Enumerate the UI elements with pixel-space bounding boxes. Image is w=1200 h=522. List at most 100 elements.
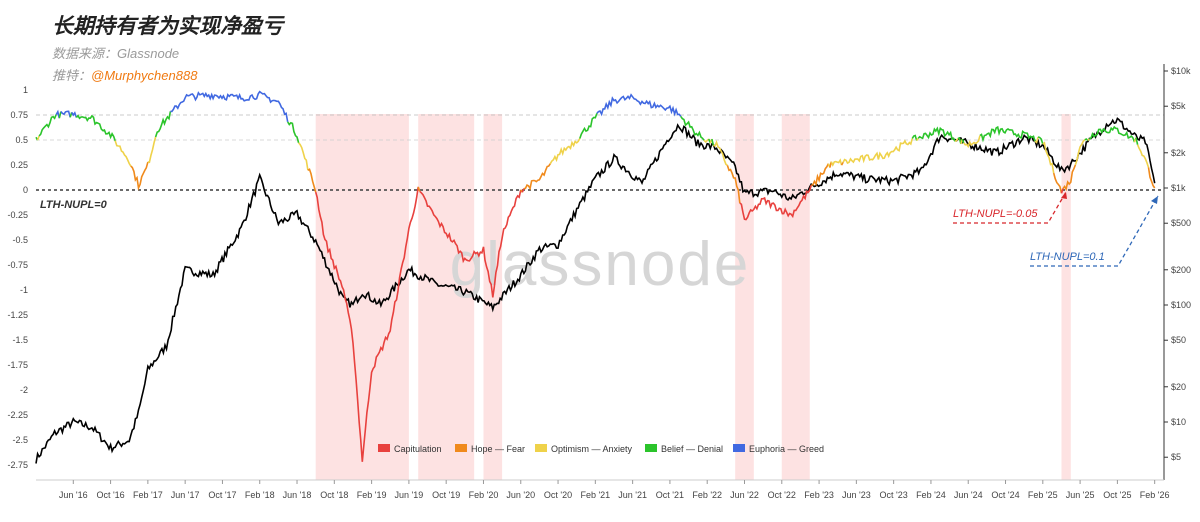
nupl-line-segment — [739, 184, 813, 221]
y-left-tick-label: -0.25 — [7, 210, 28, 220]
nupl-line-segment — [916, 137, 919, 142]
nupl-line-segment — [979, 125, 1036, 143]
y-left-tick-label: -1 — [20, 285, 28, 295]
x-tick-label: Jun '25 — [1066, 490, 1095, 500]
nupl-line-segment — [957, 136, 962, 145]
nupl-line-segment — [917, 126, 956, 142]
capitulation-shade — [735, 114, 754, 480]
source-label: 数据来源： — [52, 46, 118, 61]
recent-low-arrowhead — [1061, 192, 1067, 199]
nupl-line-segment — [711, 138, 715, 146]
x-tick-label: Feb '17 — [133, 490, 163, 500]
x-tick-label: Oct '22 — [768, 490, 796, 500]
y-left-tick-label: -1.25 — [7, 310, 28, 320]
legend-swatch — [455, 444, 467, 452]
nupl-line-segment — [1147, 167, 1156, 189]
nupl-line-segment — [287, 121, 300, 144]
nupl-line-segment — [1060, 188, 1064, 194]
x-tick-label: Feb '19 — [357, 490, 387, 500]
nupl-line-segment — [961, 138, 965, 144]
x-tick-label: Jun '18 — [283, 490, 312, 500]
y-right-tick-label: $5k — [1171, 101, 1186, 111]
nupl-line-segment — [954, 138, 959, 143]
legend-label: Belief — Denial — [661, 444, 723, 454]
nupl-line-segment — [130, 161, 149, 191]
legend-swatch — [535, 444, 547, 452]
nupl-line-segment — [1042, 141, 1055, 174]
twitter-line: 推特：@Murphychen888 — [52, 65, 197, 84]
x-tick-label: Feb '26 — [1140, 490, 1170, 500]
y-left-tick-label: 1 — [23, 85, 28, 95]
nupl-line-segment — [298, 142, 309, 171]
y-right-tick-label: $20 — [1171, 382, 1186, 392]
y-left-tick-label: -1.5 — [12, 335, 28, 345]
nupl-line-segment — [154, 111, 172, 138]
data-source: 数据来源：Glassnode — [52, 43, 179, 62]
source-value: Glassnode — [117, 46, 180, 61]
x-tick-label: Jun '24 — [954, 490, 983, 500]
legend-label: Hope — Fear — [471, 444, 525, 454]
capitulation-shade — [418, 114, 475, 480]
nupl-line-segment — [170, 90, 289, 123]
capitulation-shade — [1061, 114, 1071, 480]
nupl-line-segment — [1037, 136, 1044, 145]
x-tick-label: Jun '16 — [59, 490, 88, 500]
nupl-line-segment — [1052, 172, 1063, 194]
y-left-tick-label: -2.5 — [12, 435, 28, 445]
nupl-line-segment — [1135, 137, 1139, 145]
x-tick-label: Feb '21 — [580, 490, 610, 500]
x-tick-label: Feb '22 — [692, 490, 722, 500]
watermark: glassnode — [450, 230, 751, 299]
legend-swatch — [645, 444, 657, 452]
x-tick-label: Jun '17 — [171, 490, 200, 500]
nupl-line-segment — [1088, 125, 1136, 143]
y-left-tick-label: 0.75 — [10, 110, 28, 120]
nupl-line-segment — [713, 140, 728, 167]
y-right-tick-label: $200 — [1171, 265, 1191, 275]
zero-line-label: LTH-NUPL=0 — [40, 199, 108, 211]
y-left-tick-label: -2 — [20, 385, 28, 395]
twitter-handle[interactable]: @Murphychen888 — [91, 68, 198, 83]
x-tick-label: Feb '25 — [1028, 490, 1058, 500]
x-tick-label: Feb '18 — [245, 490, 275, 500]
x-tick-label: Oct '21 — [656, 490, 684, 500]
nupl-line-segment — [726, 165, 741, 204]
x-tick-label: Feb '20 — [469, 490, 499, 500]
nupl-line-segment — [71, 111, 78, 118]
x-tick-label: Oct '24 — [991, 490, 1019, 500]
nupl-line-segment — [1084, 138, 1089, 142]
nupl-line-segment — [60, 110, 71, 118]
nupl-line-segment — [830, 158, 843, 167]
nupl-line-segment — [840, 162, 844, 166]
nupl-line-segment — [1087, 138, 1090, 142]
nupl-line-segment — [523, 163, 551, 191]
nupl-line-segment — [38, 114, 57, 137]
y-right-tick-label: $5 — [1171, 452, 1181, 462]
y-right-tick-label: $50 — [1171, 335, 1186, 345]
nupl-line-segment — [549, 138, 581, 165]
nupl-line-segment — [703, 138, 710, 144]
nupl-line-segment — [314, 186, 419, 462]
x-tick-label: Jun '22 — [730, 490, 759, 500]
nupl-line-segment — [811, 163, 830, 187]
y-right-tick-label: $2k — [1171, 148, 1186, 158]
x-tick-label: Oct '19 — [432, 490, 460, 500]
nupl-line-segment — [417, 186, 421, 192]
y-right-tick-label: $500 — [1171, 218, 1191, 228]
nupl-line-segment — [307, 168, 317, 193]
nupl-line-segment — [75, 114, 116, 142]
x-tick-label: Jun '20 — [506, 490, 535, 500]
nupl-line-segment — [1062, 164, 1077, 192]
target-arrowhead — [1151, 196, 1158, 204]
nupl-line-segment — [419, 189, 522, 298]
target-label: LTH-NUPL=0.1 — [1030, 251, 1105, 263]
nupl-line-segment — [114, 140, 132, 167]
target-arrow — [1030, 195, 1159, 267]
nupl-line-segment — [1034, 136, 1039, 144]
x-tick-label: Oct '17 — [208, 490, 236, 500]
twitter-label: 推特： — [52, 68, 92, 83]
legend-label: Euphoria — Greed — [749, 444, 824, 454]
y-left-tick-label: 0.25 — [10, 160, 28, 170]
